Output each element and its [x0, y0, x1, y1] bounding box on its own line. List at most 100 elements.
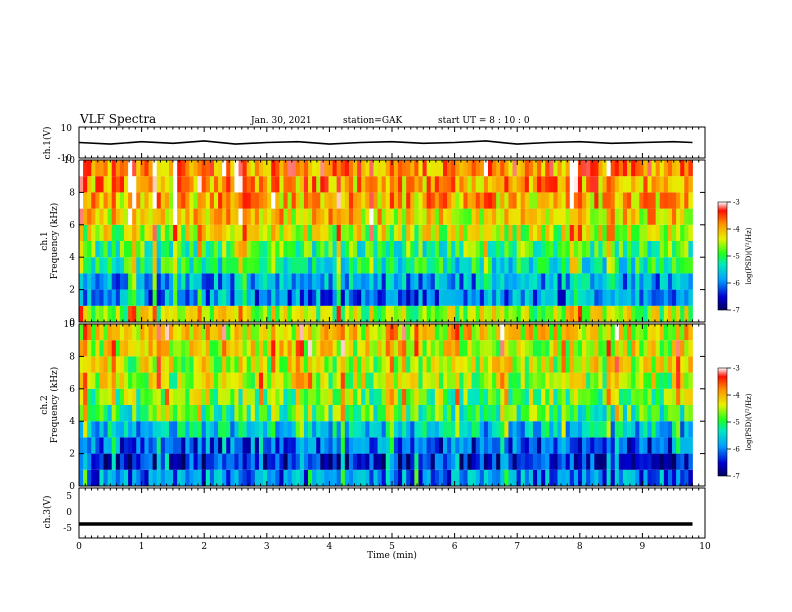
spectrogram-cell	[663, 324, 669, 341]
spectrogram-cell	[663, 453, 669, 470]
spectrogram-cell	[537, 388, 542, 405]
spectrogram-cell	[406, 437, 411, 454]
spectrogram-cell	[459, 257, 464, 274]
spectrogram-cell	[590, 273, 595, 290]
spectrogram-cell	[406, 224, 411, 241]
spectrogram-cell	[393, 324, 399, 341]
spectrogram-cell	[610, 273, 616, 290]
spectrogram-cell	[389, 257, 395, 274]
spectrogram-cell	[467, 356, 473, 373]
spectrogram-cell	[128, 324, 133, 341]
spectrogram-cell	[676, 340, 681, 357]
spectrogram-cell	[655, 388, 661, 405]
spectrogram-cell	[107, 437, 113, 454]
spectrogram-cell	[295, 324, 301, 341]
spectrogram-cell	[508, 241, 513, 258]
spectrogram-cell	[602, 453, 607, 470]
spectrogram-cell	[631, 469, 636, 486]
spectrogram-cell	[598, 340, 603, 357]
spectrogram-cell	[99, 192, 104, 209]
spectrogram-cell	[234, 405, 239, 422]
spectrogram-cell	[160, 405, 166, 422]
spectrogram-cell	[414, 340, 419, 357]
spectrogram-cell	[422, 437, 428, 454]
spectrogram-cell	[549, 324, 554, 341]
spectrogram-cell	[148, 176, 154, 193]
spectrogram-cell	[471, 340, 477, 357]
spectrogram-cell	[524, 388, 530, 405]
spectrogram-cell	[353, 405, 358, 422]
spectrogram-cell	[471, 289, 477, 306]
spectrogram-cell	[512, 257, 518, 274]
spectrogram-cell	[647, 289, 652, 306]
spectrogram-cell	[209, 372, 215, 389]
spectrogram-cell	[655, 324, 661, 341]
spectrogram-cell	[365, 421, 370, 438]
spectrogram-cell	[622, 241, 628, 258]
spectrogram-cell	[467, 305, 473, 322]
spectrogram-cell	[205, 305, 211, 322]
spectrogram-cell	[631, 224, 636, 241]
spectrogram-cell	[83, 224, 88, 241]
spectrogram-cell	[663, 340, 669, 357]
spectrogram-cell	[688, 176, 693, 193]
spectrogram-cell	[577, 192, 583, 209]
spectrogram-cell	[537, 305, 542, 322]
spectrogram-cell	[459, 437, 464, 454]
spectrogram-cell	[447, 388, 452, 405]
spectrogram-cell	[598, 372, 603, 389]
spectrogram-cell	[614, 224, 620, 241]
spectrogram-cell	[348, 176, 354, 193]
spectrogram-cell	[148, 324, 154, 341]
spectrogram-cell	[516, 453, 522, 470]
spectrogram-cell	[115, 273, 121, 290]
spectrogram-cell	[414, 241, 419, 258]
spectrogram-cell	[160, 469, 166, 486]
spectrogram-cell	[414, 453, 419, 470]
spectrogram-cell	[242, 324, 248, 341]
spectrogram-cell	[672, 192, 677, 209]
spectrogram-cell	[226, 340, 231, 357]
spectrogram-cell	[115, 208, 121, 225]
spectrogram-cell	[361, 421, 366, 438]
spectrogram-cell	[586, 469, 591, 486]
spectrogram-cell	[483, 324, 489, 341]
spectrogram-cell	[463, 257, 468, 274]
spectrogram-cell	[324, 224, 329, 241]
spectrogram-cell	[447, 241, 452, 258]
spectrogram-cell	[676, 160, 681, 177]
spectrogram-cell	[402, 289, 407, 306]
spectrogram-cell	[684, 289, 689, 306]
spectrogram-cell	[324, 176, 329, 193]
spectrogram-cell	[156, 224, 162, 241]
spectrogram-cell	[128, 340, 133, 357]
spectrogram-cell	[332, 437, 338, 454]
spectrogram-cell	[250, 372, 256, 389]
spectrogram-cell	[103, 469, 109, 486]
spectrogram-cell	[676, 421, 681, 438]
spectrogram-cell	[213, 356, 219, 373]
spectrogram-cell	[377, 224, 383, 241]
spectrogram-cell	[451, 176, 456, 193]
spectrogram-cell	[254, 192, 260, 209]
spectrogram-cell	[168, 176, 174, 193]
spectrogram-cell	[185, 340, 190, 357]
spectrogram-cell	[676, 273, 681, 290]
spectrogram-cell	[348, 421, 354, 438]
spectrogram-cell	[504, 324, 509, 341]
spectrogram-cell	[373, 340, 378, 357]
spectrogram-cell	[299, 372, 305, 389]
spectrogram-cell	[545, 224, 550, 241]
ch2-spectrogram-image	[79, 324, 693, 486]
spectrogram-cell	[582, 160, 587, 177]
spectrogram-cell	[463, 273, 468, 290]
spectrogram-cell	[303, 289, 309, 306]
spectrogram-cell	[422, 224, 428, 241]
spectrogram-cell	[565, 388, 571, 405]
spectrogram-cell	[389, 340, 395, 357]
spectrogram-cell	[254, 421, 260, 438]
spectrogram-cell	[532, 257, 538, 274]
spectrogram-cell	[483, 208, 489, 225]
spectrogram-cell	[226, 305, 231, 322]
spectrogram-cell	[263, 405, 268, 422]
